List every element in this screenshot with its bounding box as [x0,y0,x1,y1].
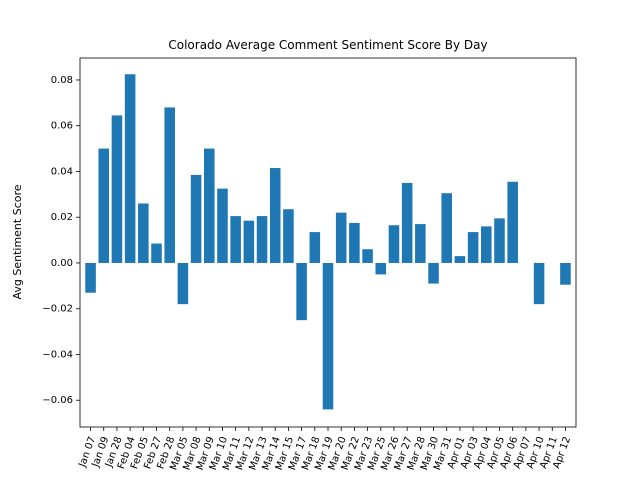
bar [388,225,400,263]
bar [481,226,492,263]
bar [177,262,189,305]
bar [375,262,387,275]
bar [217,188,228,263]
bar [138,203,149,263]
y-tick-label: −0.02 [42,304,73,315]
y-tick-label: −0.04 [42,349,73,360]
bar [269,168,281,263]
bar [151,243,162,263]
bar [309,232,321,263]
y-tick-label: 0.00 [51,258,73,269]
bar [256,216,268,263]
bar [494,218,505,263]
chart-title: Colorado Average Comment Sentiment Score… [168,38,487,52]
bar [335,212,347,263]
bar [243,220,255,263]
bar [124,74,136,263]
bar [111,115,123,263]
y-tick-label: 0.08 [51,75,73,86]
bar [467,232,479,263]
y-tick-label: 0.06 [51,121,73,132]
bar [401,182,413,263]
bar [454,256,466,263]
bar [322,262,334,410]
bar [204,148,215,263]
bar [362,249,373,263]
bar [164,107,175,263]
bar [190,174,202,263]
bar [349,222,360,263]
bar [428,262,439,284]
bar [230,216,241,263]
bar [98,148,110,263]
y-tick-label: −0.06 [42,395,73,406]
y-tick-label: 0.02 [51,212,73,223]
y-axis-label: Avg Sentiment Score [11,184,24,299]
bar [283,209,294,263]
bar [533,262,545,305]
bar [85,262,96,293]
bar [441,193,452,263]
bar [296,262,307,321]
bar [560,262,571,285]
bar [415,224,426,263]
bar [507,181,518,263]
y-tick-label: 0.04 [51,166,73,177]
